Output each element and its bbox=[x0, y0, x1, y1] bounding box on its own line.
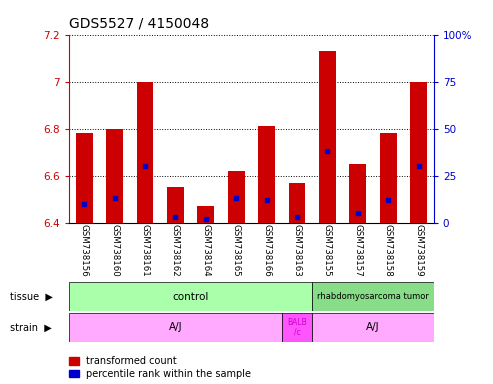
Bar bbox=[69, 313, 282, 342]
Text: strain  ▶: strain ▶ bbox=[10, 322, 52, 333]
Bar bbox=[137, 82, 153, 223]
Bar bbox=[410, 82, 427, 223]
Text: BALB
/c: BALB /c bbox=[287, 318, 307, 337]
Text: A/J: A/J bbox=[169, 322, 182, 333]
Text: control: control bbox=[173, 291, 209, 302]
Text: GDS5527 / 4150048: GDS5527 / 4150048 bbox=[69, 17, 209, 31]
Bar bbox=[319, 51, 336, 223]
Bar bbox=[350, 164, 366, 223]
Bar bbox=[312, 313, 434, 342]
Bar bbox=[282, 313, 312, 342]
Bar bbox=[312, 282, 434, 311]
Text: A/J: A/J bbox=[366, 322, 380, 333]
Bar bbox=[167, 187, 184, 223]
Bar bbox=[76, 133, 93, 223]
Bar bbox=[289, 183, 305, 223]
Bar bbox=[258, 126, 275, 223]
Bar bbox=[228, 171, 245, 223]
Bar bbox=[69, 282, 312, 311]
Bar bbox=[380, 133, 396, 223]
Text: rhabdomyosarcoma tumor: rhabdomyosarcoma tumor bbox=[317, 292, 429, 301]
Text: tissue  ▶: tissue ▶ bbox=[10, 291, 53, 302]
Legend: transformed count, percentile rank within the sample: transformed count, percentile rank withi… bbox=[69, 356, 251, 379]
Bar bbox=[198, 206, 214, 223]
Bar bbox=[106, 129, 123, 223]
